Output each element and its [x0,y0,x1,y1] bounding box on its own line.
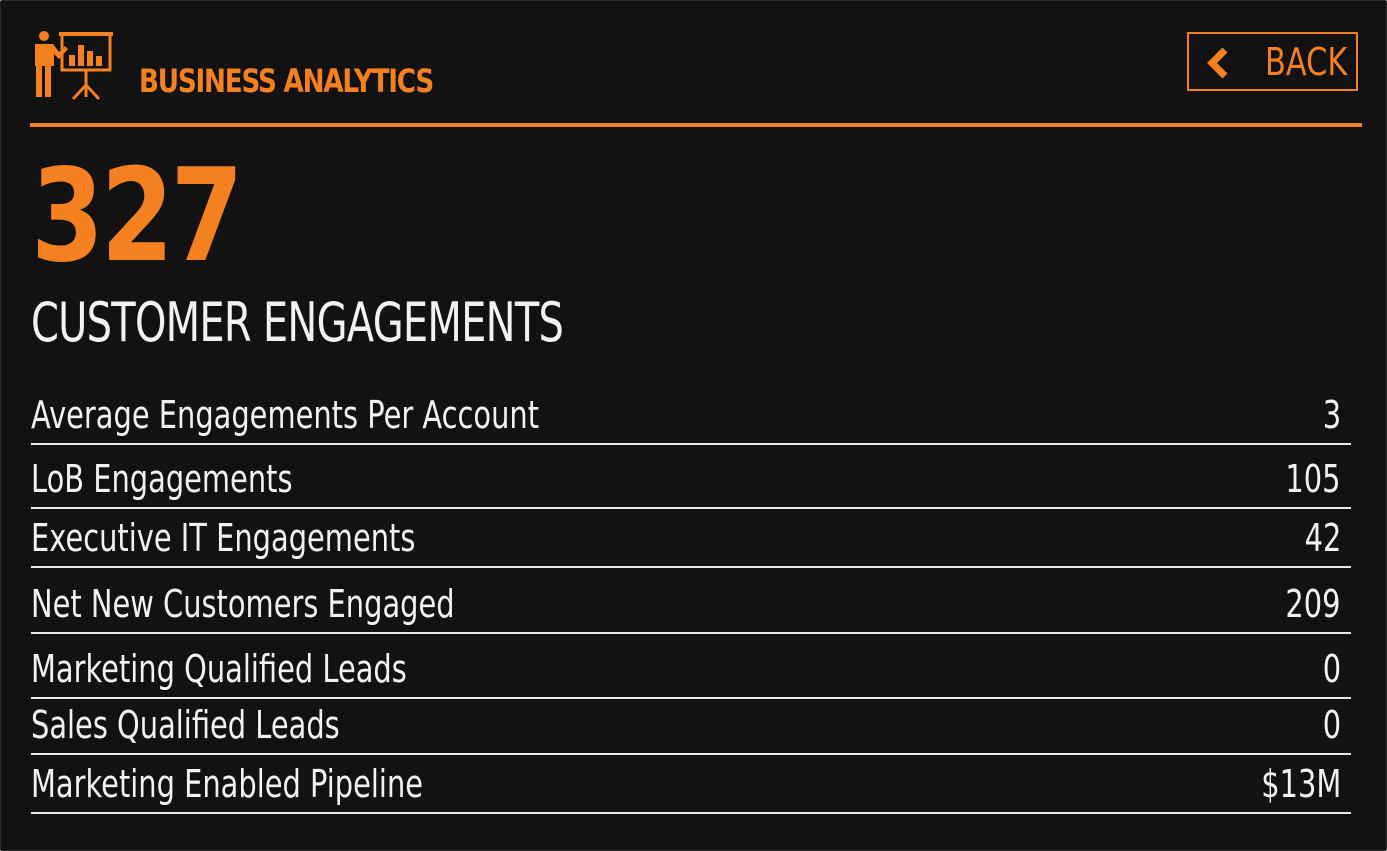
metric-row-lob-engagements: LoB Engagements 105 [31,445,1351,509]
metric-value: 3 [1322,393,1341,437]
metric-label: Marketing Qualified Leads [31,647,407,691]
metric-row-sales-qualified-leads: Sales Qualified Leads 0 [31,699,1351,755]
metric-row-marketing-qualified-leads: Marketing Qualified Leads 0 [31,634,1351,699]
metric-value: 0 [1322,647,1341,691]
metric-label: Sales Qualified Leads [31,703,340,747]
chevron-left-icon [1207,47,1228,79]
back-button[interactable]: BACK [1187,32,1358,91]
presenter-chart-icon [35,31,113,101]
metric-label: Executive IT Engagements [31,516,416,560]
metric-value: 209 [1285,582,1341,626]
back-button-label: BACK [1265,40,1348,84]
metric-value: 105 [1285,457,1341,501]
total-engagements-value: 327 [31,142,244,291]
page-title: BUSINESS ANALYTICS [139,62,434,100]
metric-value: 0 [1322,703,1341,747]
metric-label: LoB Engagements [31,457,293,501]
metric-value: 42 [1304,516,1341,560]
metric-label: Net New Customers Engaged [31,582,455,626]
total-engagements-label: CUSTOMER ENGAGEMENTS [31,291,564,354]
metric-row-marketing-enabled-pipeline: Marketing Enabled Pipeline $13M [31,755,1351,814]
metric-label: Marketing Enabled Pipeline [31,762,424,806]
metric-row-net-new-customers: Net New Customers Engaged 209 [31,568,1351,634]
metric-row-executive-it: Executive IT Engagements 42 [31,509,1351,568]
metric-value: $13M [1260,762,1341,806]
metric-row-average-engagements: Average Engagements Per Account 3 [31,381,1351,445]
metric-label: Average Engagements Per Account [31,393,540,437]
header-divider [30,123,1362,127]
